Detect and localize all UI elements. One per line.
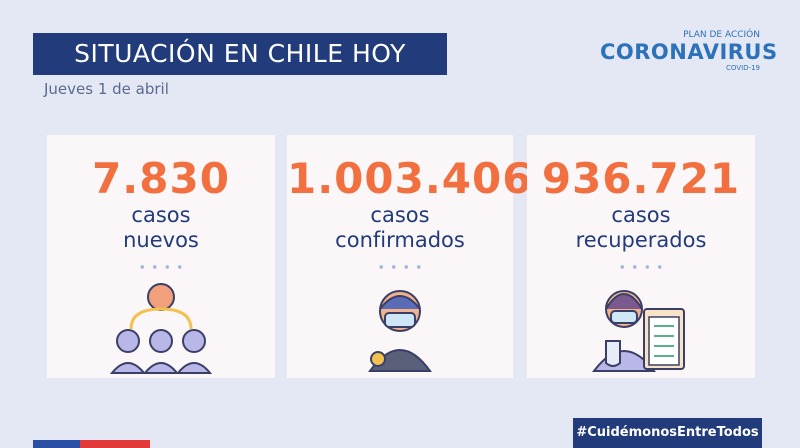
logo: PLAN DE ACCIÓN CORONAVIRUS COVID-19: [600, 30, 778, 72]
date: Jueves 1 de abril: [44, 80, 169, 98]
card-label: casos: [131, 203, 191, 227]
flag-bar: [33, 440, 150, 448]
card-number: 7.830: [92, 154, 230, 203]
dots: [136, 265, 186, 269]
card: 936.721 casos recuperados: [527, 135, 755, 378]
card-label: recuperados: [575, 228, 707, 252]
icon: [591, 290, 685, 372]
card-label: casos: [370, 203, 430, 227]
card-label: casos: [611, 203, 671, 227]
logo-text: PLAN DE ACCIÓN: [683, 30, 760, 40]
card: 7.830 casos nuevos: [47, 135, 275, 378]
logo-text: CORONAVIRUS: [600, 40, 778, 64]
dots: [375, 265, 425, 269]
card-label: nuevos: [123, 228, 199, 252]
title: SITUACIÓN EN CHILE HOY: [33, 33, 447, 75]
card: 1.003.406 casos confirmados: [287, 135, 533, 378]
card-number: 936.721: [541, 154, 741, 203]
card-label: confirmados: [335, 228, 465, 252]
icon: [368, 290, 432, 372]
dots: [616, 265, 666, 269]
hashtag: #CuidémonosEntreTodos: [573, 418, 762, 448]
icon: [109, 283, 213, 374]
logo-text: COVID-19: [726, 64, 760, 72]
card-number: 1.003.406: [287, 154, 533, 203]
